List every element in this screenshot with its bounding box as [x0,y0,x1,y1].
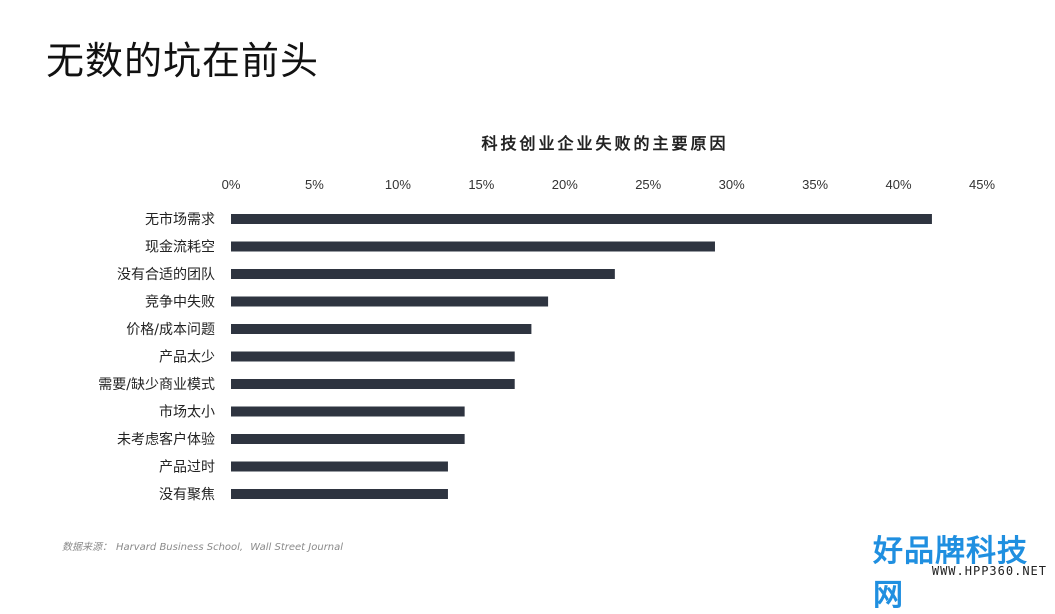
bar [231,489,448,499]
page-title: 无数的坑在前头 [46,39,320,83]
x-tick-label: 5% [305,177,324,192]
x-tick-label: 40% [886,177,912,192]
bar [231,406,465,417]
bar [231,434,465,444]
x-tick-label: 45% [969,177,995,192]
bar [231,351,515,362]
category-label: 产品过时 [159,460,215,476]
category-label: 现金流耗空 [145,240,215,256]
category-label: 竞争中失败 [145,294,215,311]
category-label: 产品太少 [159,350,215,366]
bar [231,296,549,307]
data-source-note: 数据来源： Harvard Business School, Wall Stree… [62,538,347,553]
bar [231,324,532,334]
category-label: 没有聚焦 [159,487,215,503]
watermark: 好品牌科技网 WWW.HPP360.NET [873,522,1055,613]
bar [231,379,515,389]
source-text: Harvard Business School, [116,542,244,553]
category-label: 需要/缺少商业模式 [98,377,215,393]
source-text-2: Wall Street Journal [250,542,344,553]
category-label: 无市场需求 [145,211,215,228]
x-tick-label: 10% [385,177,411,192]
bar [231,214,932,224]
category-label: 未考虑客户体验 [117,431,215,448]
watermark-url: WWW.HPP360.NET [931,564,1047,578]
bar [231,241,715,252]
source-label: 数据来源： [62,542,112,553]
x-tick-label: 20% [552,177,578,192]
bar-chart: 0% 5% 10% 15% 20% 25% 30% 35% 40% 45% 无市场需求现金流耗空没有… [98,177,995,503]
chart-title: 科技创业企业失败的主要原因 [481,134,729,153]
category-label: 价格/成本问题 [126,322,215,338]
bar [231,269,615,279]
x-tick-label: 15% [468,177,494,192]
x-tick-label: 30% [719,177,745,192]
x-tick-label: 35% [802,177,828,192]
x-tick-label: 25% [635,177,661,192]
category-label: 市场太小 [159,404,215,421]
category-label: 没有合适的团队 [117,267,215,283]
bar [231,461,448,472]
x-tick-label: 0% [222,177,241,192]
